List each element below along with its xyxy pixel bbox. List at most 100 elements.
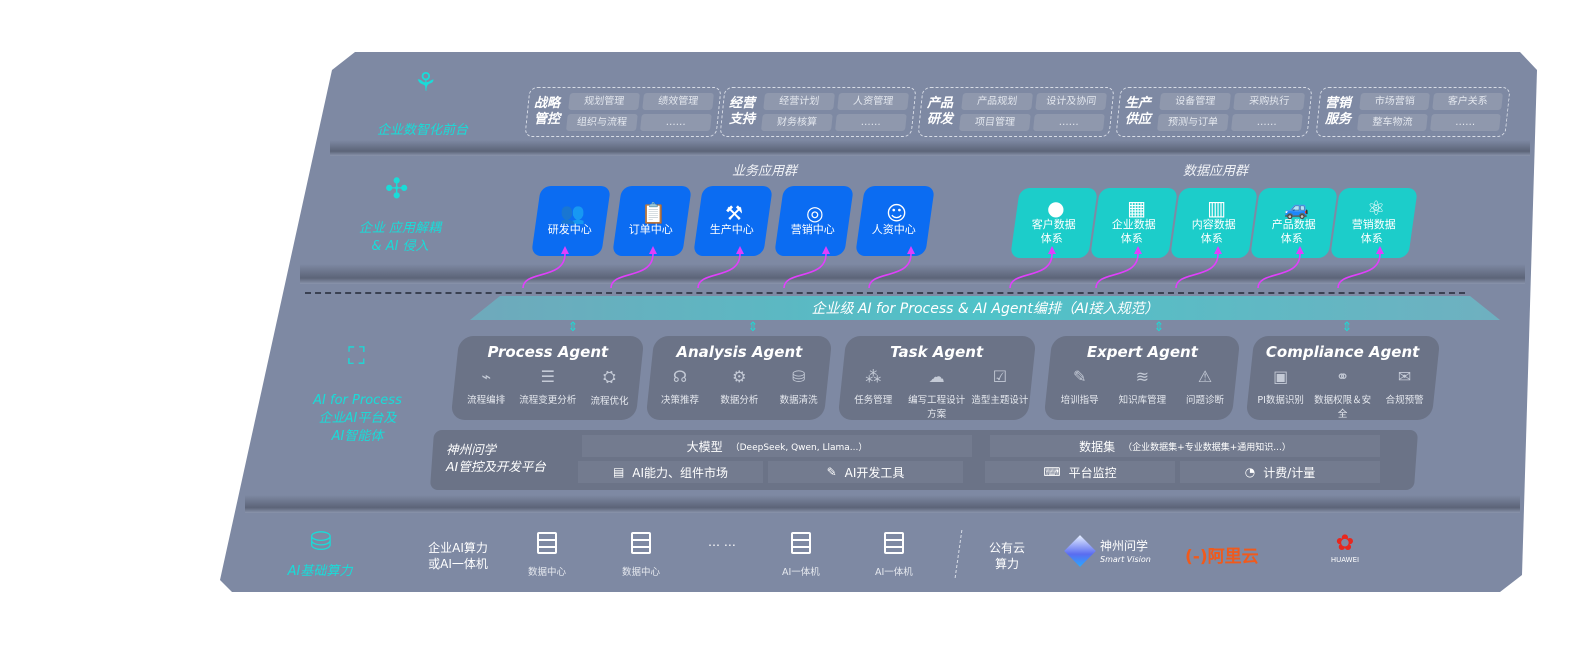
laptop-icon: ⌨ (1043, 465, 1061, 479)
market-strip[interactable]: ▤ AI能力、组件市场 (578, 461, 763, 483)
agent-card[interactable]: Analysis Agent ☊ 决策推荐 ⚙ 数据分析 ⛁ 数据清洗 (645, 336, 833, 420)
agent-title: Process Agent (487, 343, 609, 361)
business-group-title: 业务应用群 (732, 164, 798, 179)
agent-capability: ☁ 编写工程设计方案 (908, 367, 966, 420)
capability-icon: ⚙ (732, 367, 747, 386)
compute-layer-label: AI基础算力 (287, 564, 353, 579)
connector-arrow (522, 253, 566, 289)
agent-capability: ▣ PI数据识别 (1257, 367, 1304, 406)
server-data-center: 数据中心 (528, 532, 566, 578)
agent-capability: ⛁ 数据清洗 (779, 367, 818, 406)
network-node-icon: ✣ (385, 172, 409, 205)
server-data-center: 数据中心 (622, 532, 660, 578)
data-group-title: 数据应用群 (1183, 164, 1249, 179)
capability-icon: ⁂ (865, 367, 882, 386)
agent-title: Expert Agent (1086, 343, 1198, 361)
capability-icon: ⛁ (791, 367, 806, 386)
agent-capability: ⌁ 流程编排 (467, 367, 506, 406)
capability-icon: ☁ (928, 367, 945, 386)
capability-icon: ✉ (1397, 367, 1412, 386)
double-arrow-icon: ⇕ (567, 320, 579, 335)
connector-arrowhead (1214, 246, 1222, 254)
devtools-strip[interactable]: ✎ AI开发工具 (768, 461, 963, 483)
double-arrow-icon: ⇕ (1341, 320, 1353, 335)
agent-capability: ⛭ 流程优化 (590, 367, 629, 407)
connector-arrowhead (1048, 246, 1056, 254)
connector-arrow (868, 253, 912, 289)
enterprise-compute-label: 企业AI算力 或AI一体机 (428, 541, 488, 571)
public-cloud-label: 公有云 算力 (988, 541, 1025, 571)
model-strip: 大模型 （DeepSeek, Qwen, Llama...） (582, 435, 972, 457)
agent-title: Task Agent (890, 343, 984, 361)
connector-arrowhead (649, 246, 657, 254)
agent-card[interactable]: Compliance Agent ▣ PI数据识别 ⚭ 数据权限＆安全 ✉ 合规预警 (1245, 336, 1441, 420)
gauge-icon: ◔ (1244, 465, 1256, 479)
database-icon: ⛁ (310, 527, 332, 557)
agent-capability: ⚠ 问题诊断 (1185, 367, 1225, 406)
agent-title: Analysis Agent (676, 343, 803, 361)
capability-icon: ⚠ (1197, 367, 1213, 386)
connector-arrow (1095, 253, 1139, 289)
agent-capability: ☊ 决策推荐 (661, 367, 700, 406)
layer-divider (245, 495, 1520, 513)
layer-divider (300, 264, 1525, 284)
server-icon (631, 532, 651, 554)
agent-capability: ✉ 合规预警 (1385, 367, 1424, 406)
smart-vision-text: 神州问学 Smart Vision (1100, 539, 1151, 565)
capability-icon: ☑ (992, 367, 1008, 386)
agent-capability: ⚭ 数据权限＆安全 (1314, 367, 1372, 420)
layer-divider (330, 140, 1530, 156)
front-layer-label: 企业数智化前台 (376, 123, 468, 138)
agent-capability: ☰ 流程变更分析 (519, 367, 577, 406)
ai-layer-label: AI for Process 企业AI平台及 AI智能体 (313, 393, 402, 444)
connector-arrowhead (1376, 246, 1384, 254)
aliyun-logo: (-)阿里云 (1185, 547, 1259, 567)
double-arrow-icon: ⇕ (1153, 320, 1165, 335)
capability-icon: ⚭ (1335, 367, 1350, 386)
agent-card[interactable]: Expert Agent ✎ 培训指导 ≋ 知识库管理 ⚠ 问题诊断 (1043, 336, 1241, 420)
server-icon (790, 532, 811, 554)
app-layer-label: 企业 应用解耦 & AI 侵入 (358, 221, 442, 254)
capability-icon: ☊ (672, 367, 688, 386)
connector-arrowhead (736, 246, 744, 254)
market-icon: ▤ (612, 465, 625, 479)
brain-icon: ⚘ (414, 68, 438, 98)
connector-arrowhead (822, 246, 830, 254)
capability-icon: ⌁ (481, 367, 491, 386)
connector-arrow (1257, 253, 1301, 289)
connector-arrowhead (907, 246, 915, 254)
server-ai-appliance: AI一体机 (875, 532, 913, 578)
ellipsis: … … (708, 535, 736, 549)
double-arrow-icon: ⇕ (747, 320, 759, 335)
server-icon (537, 532, 557, 554)
server-ai-appliance: AI一体机 (782, 532, 820, 578)
agent-capability: ✎ 培训指导 (1060, 367, 1099, 406)
connector-arrow (697, 253, 741, 289)
monitor-strip[interactable]: ⌨ 平台监控 (985, 461, 1175, 483)
capability-icon: ☰ (540, 367, 555, 386)
connector-arrowhead (1134, 246, 1142, 254)
dataset-strip: 数据集 （企业数据集+专业数据集+通用知识...） (990, 435, 1380, 457)
capability-icon: ✎ (1072, 367, 1087, 386)
billing-strip[interactable]: ◔ 计费/计量 (1180, 461, 1380, 483)
platform-name: 神州问学 AI管控及开发平台 (446, 442, 546, 474)
connector-arrowhead (561, 246, 569, 254)
devtools-icon: ✎ (826, 465, 837, 479)
connector-arrow (1337, 253, 1381, 289)
agent-card[interactable]: Process Agent ⌁ 流程编排 ☰ 流程变更分析 ⛭ 流程优化 (450, 336, 645, 420)
agent-capability: ☑ 造型主题设计 (971, 367, 1029, 406)
connector-arrow (610, 253, 654, 289)
agent-card[interactable]: Task Agent ⁂ 任务管理 ☁ 编写工程设计方案 ☑ 造型主题设计 (837, 336, 1037, 420)
orchestration-bar: 企业级 AI for Process & AI Agent编排（AI接入规范） (470, 296, 1500, 320)
layer-dashed-divider (305, 292, 1465, 294)
capability-icon: ▣ (1273, 367, 1289, 386)
connector-arrow (783, 253, 827, 289)
face-scan-icon: ⛶ (348, 342, 365, 370)
agent-capability: ⁂ 任务管理 (854, 367, 893, 406)
agent-capability: ≋ 知识库管理 (1118, 367, 1167, 406)
connector-arrow (1175, 253, 1219, 289)
capability-icon: ≋ (1135, 367, 1150, 386)
server-icon (883, 532, 904, 554)
connector-arrowhead (1296, 246, 1304, 254)
